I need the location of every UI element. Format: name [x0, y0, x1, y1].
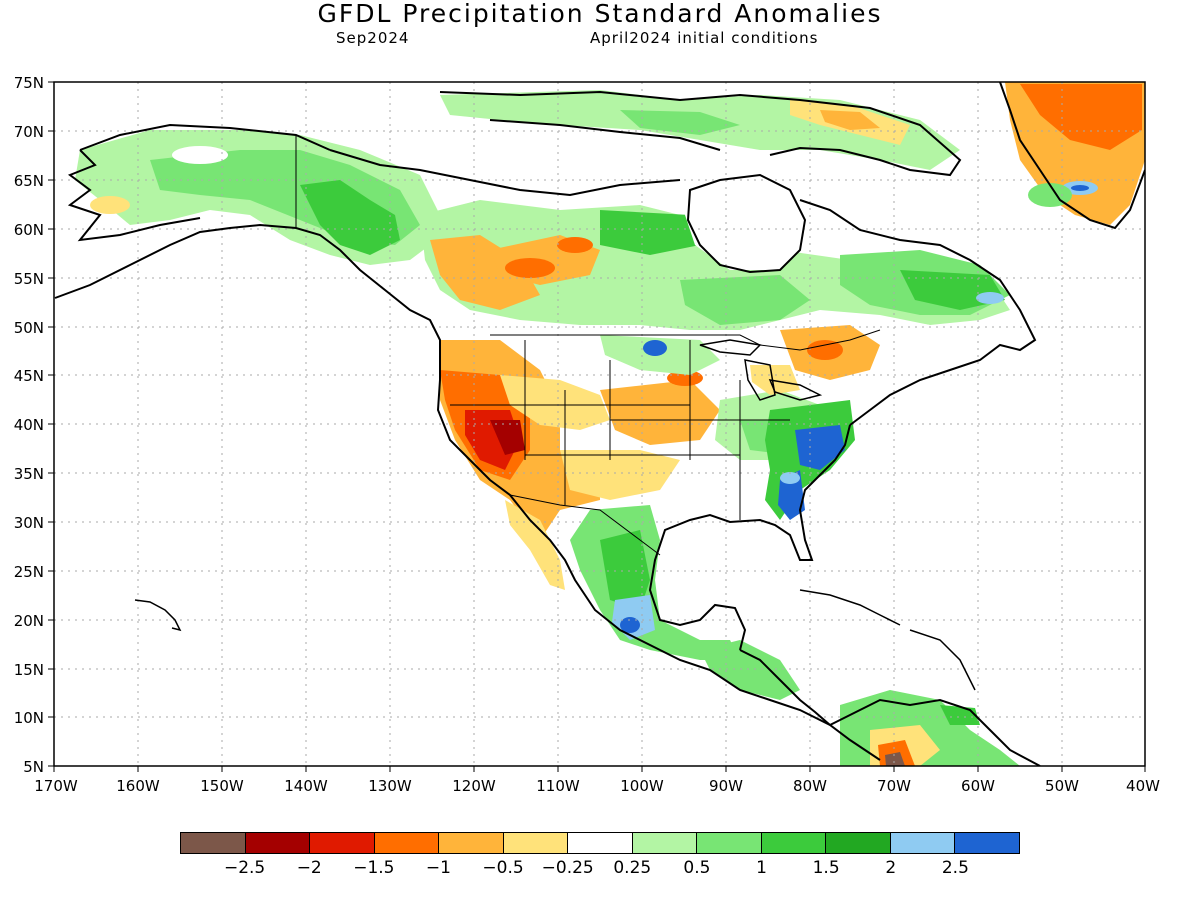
- legend-label: −1: [425, 858, 451, 878]
- legend-swatch: [697, 833, 762, 853]
- anomaly-shading: [75, 82, 1145, 766]
- lat-label: 30N: [14, 514, 44, 532]
- lat-label: 70N: [14, 123, 44, 141]
- lon-label: 140W: [284, 777, 328, 795]
- lat-label: 10N: [14, 709, 44, 727]
- lat-label: 50N: [14, 319, 44, 337]
- legend-swatch: [181, 833, 246, 853]
- lat-label: 55N: [14, 270, 44, 288]
- legend-label: −1.5: [353, 858, 395, 878]
- init-conditions-label: April2024 initial conditions: [590, 29, 819, 47]
- lat-label: 5N: [23, 758, 44, 776]
- legend-swatch: [503, 833, 569, 853]
- lon-label: 170W: [34, 777, 78, 795]
- legend-label: −2.5: [223, 858, 266, 878]
- legend-label: −0.5: [482, 858, 524, 878]
- lat-label: 45N: [14, 367, 44, 385]
- legend-swatch: [890, 833, 956, 853]
- lon-label: 90W: [709, 777, 743, 795]
- latitude-labels: 75N 70N 65N 60N 55N 50N 45N 40N 35N 30N …: [14, 74, 44, 776]
- legend-label: 1.5: [812, 858, 840, 878]
- lon-label: 80W: [793, 777, 827, 795]
- lon-label: 70W: [877, 777, 911, 795]
- legend-label: −2: [296, 858, 322, 878]
- legend-swatch: [761, 833, 827, 853]
- lat-label: 60N: [14, 221, 44, 239]
- legend-swatch: [245, 833, 311, 853]
- legend-label: 0.5: [683, 858, 711, 878]
- coastlines: [54, 82, 1145, 766]
- lon-label: 60W: [961, 777, 995, 795]
- lat-label: 65N: [14, 172, 44, 190]
- lat-label: 35N: [14, 465, 44, 483]
- graticule: [54, 82, 1145, 766]
- valid-month-label: Sep2024: [336, 29, 410, 47]
- tick-marks: [48, 81, 1146, 772]
- longitude-labels: 170W 160W 150W 140W 130W 120W 110W 100W …: [34, 777, 1160, 795]
- legend-swatch: [439, 833, 504, 853]
- political-boundaries: [295, 135, 881, 556]
- color-legend: [180, 832, 1020, 854]
- lat-label: 25N: [14, 563, 44, 581]
- legend-swatch: [310, 833, 375, 853]
- lat-label: 20N: [14, 612, 44, 630]
- legend-label: 2.5: [941, 858, 969, 878]
- lon-label: 150W: [200, 777, 244, 795]
- legend-label: 1: [756, 858, 767, 878]
- lon-label: 110W: [536, 777, 580, 795]
- lat-label: 40N: [14, 416, 44, 434]
- lat-label: 75N: [14, 74, 44, 92]
- lon-label: 40W: [1126, 777, 1160, 795]
- lon-label: 160W: [116, 777, 160, 795]
- legend-swatch: [374, 833, 440, 853]
- legend-label: −0.25: [541, 858, 594, 878]
- lat-label: 15N: [14, 661, 44, 679]
- legend-swatch: [632, 833, 698, 853]
- legend-swatch: [826, 833, 891, 853]
- legend-swatch: [568, 833, 633, 853]
- legend-label: 2: [885, 858, 897, 878]
- lon-label: 120W: [452, 777, 496, 795]
- legend-label: 0.25: [613, 858, 652, 878]
- lon-label: 50W: [1045, 777, 1079, 795]
- legend-swatch: [955, 833, 1019, 853]
- legend-labels: −2.5 −2 −1.5 −1 −0.5 −0.25 0.25 0.5 1 1.5 2 2.5: [0, 858, 1200, 878]
- lon-label: 130W: [368, 777, 412, 795]
- lon-label: 100W: [620, 777, 664, 795]
- map-title: GFDL Precipitation Standard Anomalies: [317, 0, 883, 28]
